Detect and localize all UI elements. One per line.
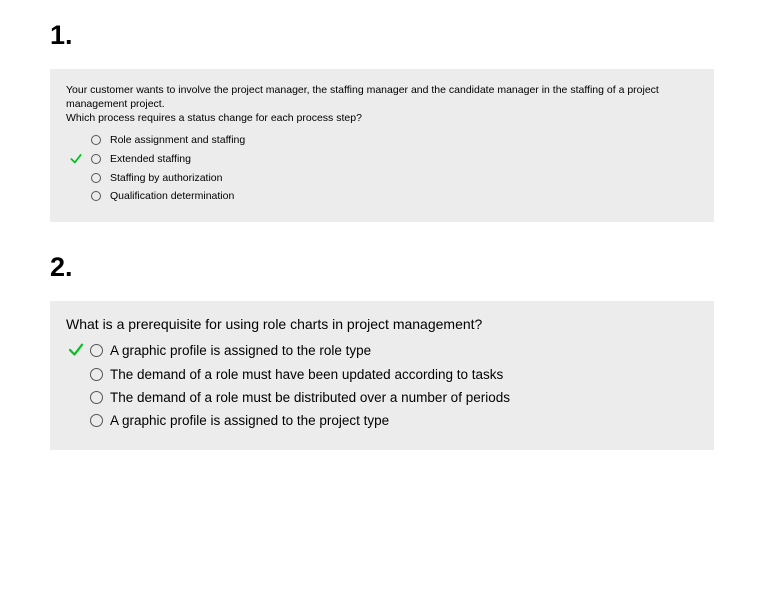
options-list: A graphic profile is assigned to the rol… (66, 341, 698, 428)
option-row: Role assignment and staffing (66, 134, 698, 146)
check-slot (66, 341, 86, 359)
question-block: 2. What is a prerequisite for using role … (50, 252, 714, 451)
question-number: 1. (50, 20, 714, 51)
radio-button[interactable] (86, 135, 106, 145)
question-text-line: Which process requires a status change f… (66, 112, 362, 124)
option-row: A graphic profile is assigned to the rol… (66, 341, 698, 359)
question-block: 1. Your customer wants to involve the pro… (50, 20, 714, 222)
radio-button[interactable] (86, 391, 106, 404)
option-label: Qualification determination (110, 190, 234, 202)
radio-circle-icon (91, 191, 101, 201)
radio-circle-icon (91, 154, 101, 164)
option-label: A graphic profile is assigned to the pro… (110, 413, 389, 428)
question-card: What is a prerequisite for using role ch… (50, 301, 714, 451)
check-icon (67, 341, 85, 359)
question-text-line: What is a prerequisite for using role ch… (66, 316, 482, 332)
option-row: Qualification determination (66, 190, 698, 202)
options-list: Role assignment and staffing Extended st… (66, 134, 698, 202)
question-card: Your customer wants to involve the proje… (50, 69, 714, 222)
check-slot (66, 152, 86, 166)
radio-button[interactable] (86, 368, 106, 381)
option-label: The demand of a role must have been upda… (110, 367, 503, 382)
option-row: The demand of a role must have been upda… (66, 367, 698, 382)
radio-button[interactable] (86, 173, 106, 183)
question-text: Your customer wants to involve the proje… (66, 83, 698, 126)
radio-button[interactable] (86, 414, 106, 427)
radio-button[interactable] (86, 344, 106, 357)
radio-circle-icon (91, 173, 101, 183)
option-row: Extended staffing (66, 152, 698, 166)
option-row: The demand of a role must be distributed… (66, 390, 698, 405)
radio-circle-icon (90, 414, 103, 427)
option-label: Role assignment and staffing (110, 134, 245, 146)
radio-button[interactable] (86, 191, 106, 201)
radio-circle-icon (91, 135, 101, 145)
radio-circle-icon (90, 368, 103, 381)
option-label: Staffing by authorization (110, 172, 222, 184)
option-label: The demand of a role must be distributed… (110, 390, 510, 405)
option-row: A graphic profile is assigned to the pro… (66, 413, 698, 428)
question-number: 2. (50, 252, 714, 283)
option-label: A graphic profile is assigned to the rol… (110, 343, 371, 358)
option-row: Staffing by authorization (66, 172, 698, 184)
check-icon (69, 152, 83, 166)
question-text-line: Your customer wants to involve the proje… (66, 84, 659, 110)
option-label: Extended staffing (110, 153, 191, 165)
radio-circle-icon (90, 344, 103, 357)
radio-circle-icon (90, 391, 103, 404)
question-text: What is a prerequisite for using role ch… (66, 315, 698, 334)
radio-button[interactable] (86, 154, 106, 164)
